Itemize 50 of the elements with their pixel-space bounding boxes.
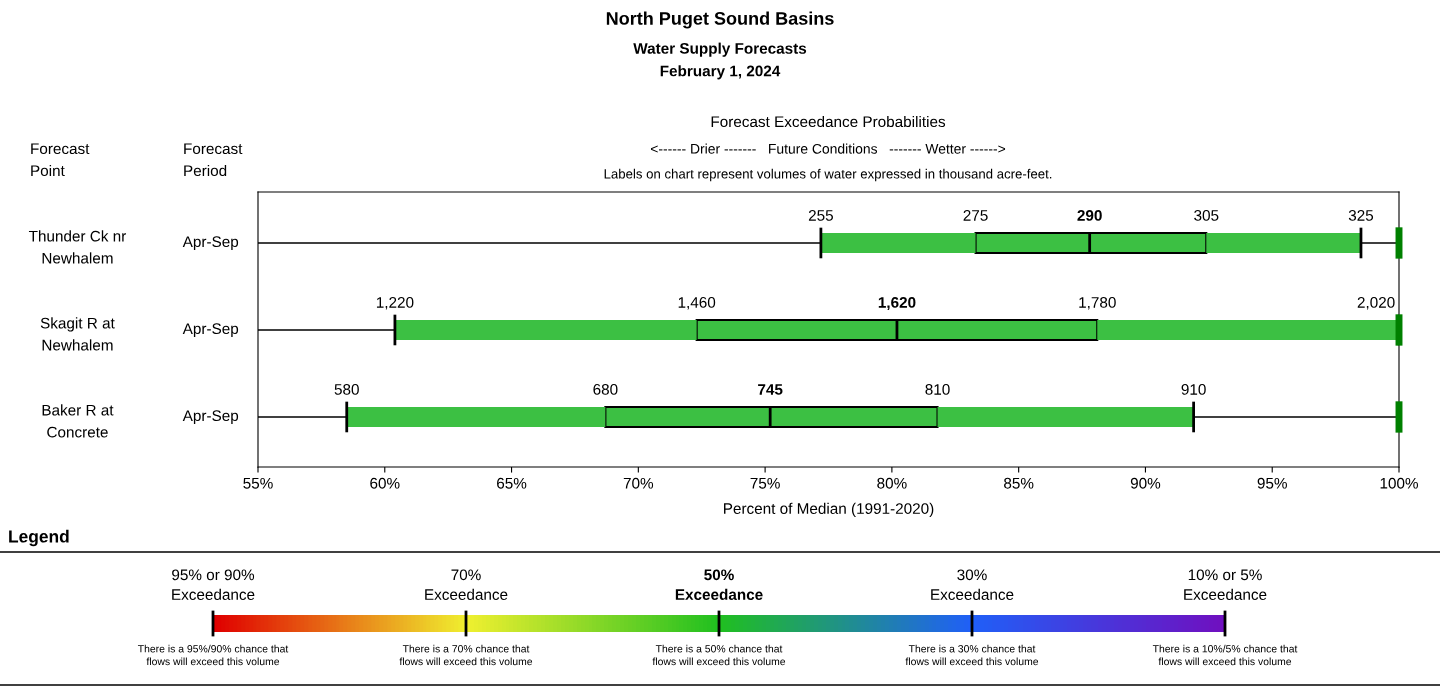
x-tick-label: 70% <box>623 477 654 489</box>
text: Forecast Period <box>184 143 243 177</box>
x-tick-label: 90% <box>1130 477 1161 489</box>
text: There is a 70% chance that flows will exceed this volume <box>399 644 533 666</box>
text: 70% Exceedance <box>425 569 508 600</box>
text: There is a 95%/90% chance that flows will exceed this volume <box>137 644 289 666</box>
chart-subtitle: Water Supply Forecasts February 1, 2024 <box>633 42 807 80</box>
text: 50% Exceedance <box>675 569 763 600</box>
x-tick-label: 95% <box>1257 477 1287 489</box>
x-tick-label: 65% <box>497 477 527 489</box>
text: 30% Exceedance <box>931 569 1014 600</box>
x-axis-title: Percent of Median (1991-2020) <box>724 502 934 517</box>
text: 10% or 5% Exceedance <box>1184 569 1267 600</box>
text: Apr-Sep <box>182 236 239 251</box>
x-tick-label: 55% <box>243 477 273 489</box>
x-tick-label: 60% <box>370 477 400 489</box>
x-tick-label: 75% <box>750 477 780 489</box>
annotation: 1,620 <box>878 297 916 311</box>
annotation: 1,780 <box>1079 297 1116 310</box>
x-tick-label: 80% <box>877 477 907 489</box>
annotation: 255 <box>808 210 833 221</box>
text: There is a 30% chance that flows will exceed this volume <box>905 644 1039 666</box>
annotation: 1,460 <box>678 297 716 310</box>
annotation: 810 <box>925 384 950 395</box>
text: 95% or 90% Exceedance <box>172 569 255 600</box>
text: Forecast Exceedance Probabilities <box>711 115 946 128</box>
text: There is a 50% chance that flows will exceed this volume <box>652 644 786 666</box>
annotation: 325 <box>1348 210 1374 221</box>
annotation: 290 <box>1077 210 1102 221</box>
text: Forecast Point <box>31 143 90 177</box>
annotation: 580 <box>334 384 359 395</box>
text: Legend <box>9 529 69 547</box>
annotation: 680 <box>593 384 618 395</box>
text: Apr-Sep <box>182 410 239 425</box>
annotation: 2,020 <box>1357 297 1395 310</box>
chart-title: North Puget Sound Basins <box>606 11 834 29</box>
annotation: 305 <box>1194 210 1219 221</box>
text: <------ Drier ------- Future Conditions ------- Wetter ------> <box>650 143 1006 154</box>
text: Labels on chart represent volumes of water expressed in thousand acre-feet. <box>604 168 1052 182</box>
annotation: 1,220 <box>376 297 414 310</box>
y-tick-label: Baker R at Concrete <box>42 404 114 438</box>
x-tick-label: 100% <box>1380 477 1418 489</box>
annotation: 275 <box>963 210 988 221</box>
y-tick-label: Thunder Ck nr Newhalem <box>28 230 127 264</box>
text: Apr-Sep <box>182 323 239 338</box>
annotation: 745 <box>758 384 783 395</box>
y-tick-label: Skagit R at Newhalem <box>40 317 115 351</box>
annotation: 910 <box>1181 384 1206 395</box>
text: There is a 10%/5% chance that flows will exceed this volume <box>1152 644 1298 666</box>
x-tick-label: 85% <box>1004 477 1034 489</box>
